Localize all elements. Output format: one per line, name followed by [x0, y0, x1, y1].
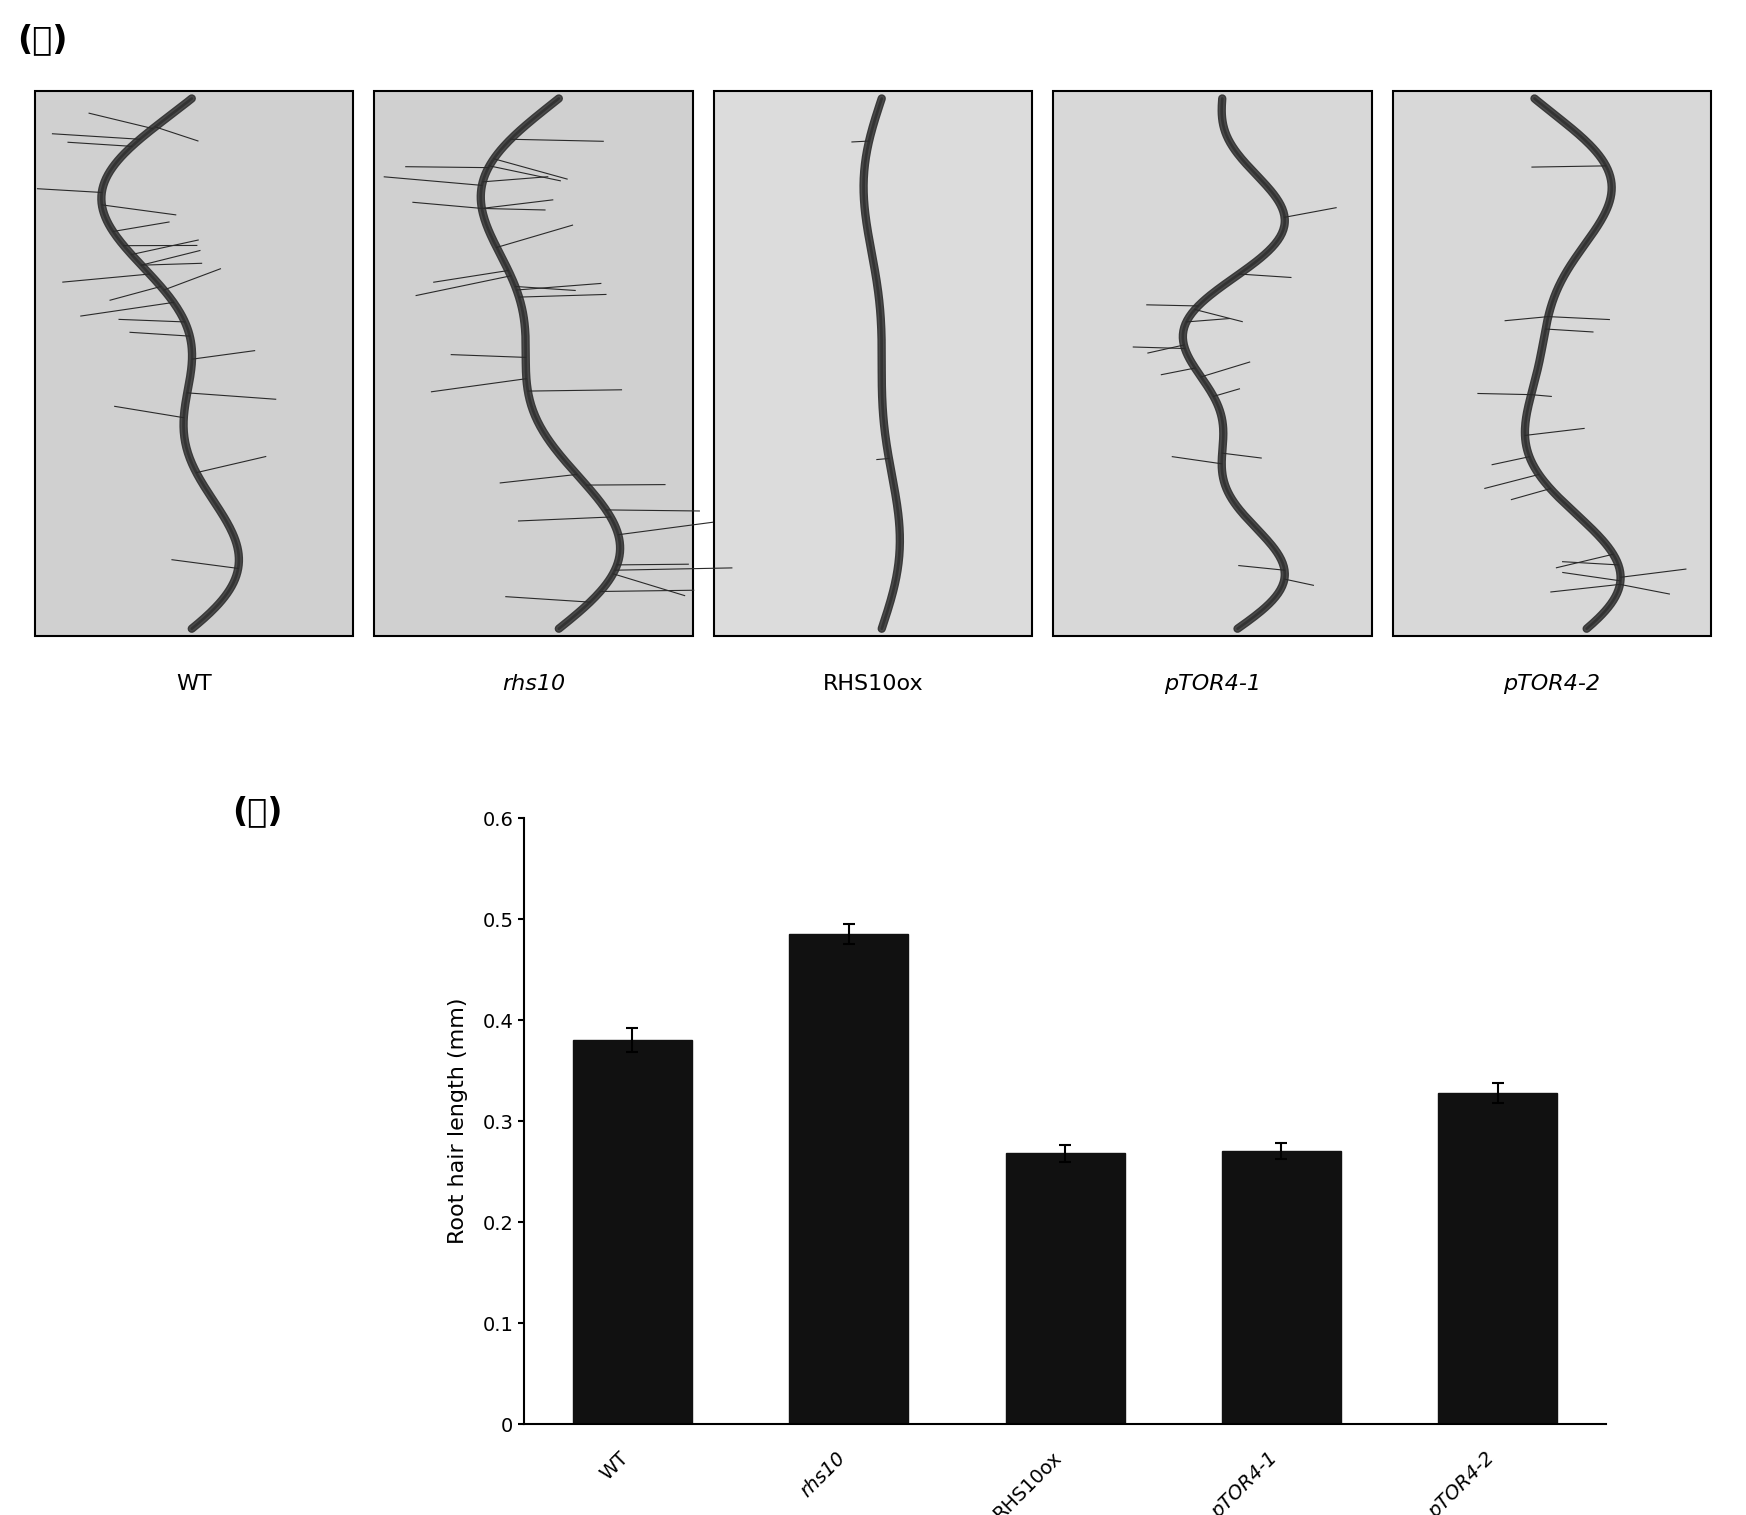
- Text: WT: WT: [176, 674, 211, 694]
- Bar: [1393, 91, 1711, 636]
- Bar: [714, 91, 1032, 636]
- Bar: [789, 935, 908, 1424]
- Text: (가): (가): [17, 23, 68, 56]
- Bar: [1222, 1151, 1341, 1424]
- Text: pTOR4-2: pTOR4-2: [1425, 1448, 1498, 1515]
- Text: (나): (나): [232, 795, 283, 829]
- Bar: [1053, 91, 1372, 636]
- Text: pTOR4-1: pTOR4-1: [1165, 674, 1261, 694]
- Text: RHS10ox: RHS10ox: [822, 674, 924, 694]
- Bar: [374, 91, 693, 636]
- Text: rhs10: rhs10: [796, 1448, 849, 1501]
- Bar: [573, 1041, 691, 1424]
- Bar: [1439, 1092, 1557, 1424]
- Y-axis label: Root hair length (mm): Root hair length (mm): [449, 998, 468, 1244]
- Text: WT: WT: [597, 1448, 632, 1483]
- Text: pTOR4-2: pTOR4-2: [1503, 674, 1601, 694]
- Text: rhs10: rhs10: [503, 674, 566, 694]
- Text: pTOR4-1: pTOR4-1: [1208, 1448, 1282, 1515]
- Text: RHS10ox: RHS10ox: [990, 1448, 1065, 1515]
- Bar: [35, 91, 353, 636]
- Bar: [1006, 1153, 1124, 1424]
